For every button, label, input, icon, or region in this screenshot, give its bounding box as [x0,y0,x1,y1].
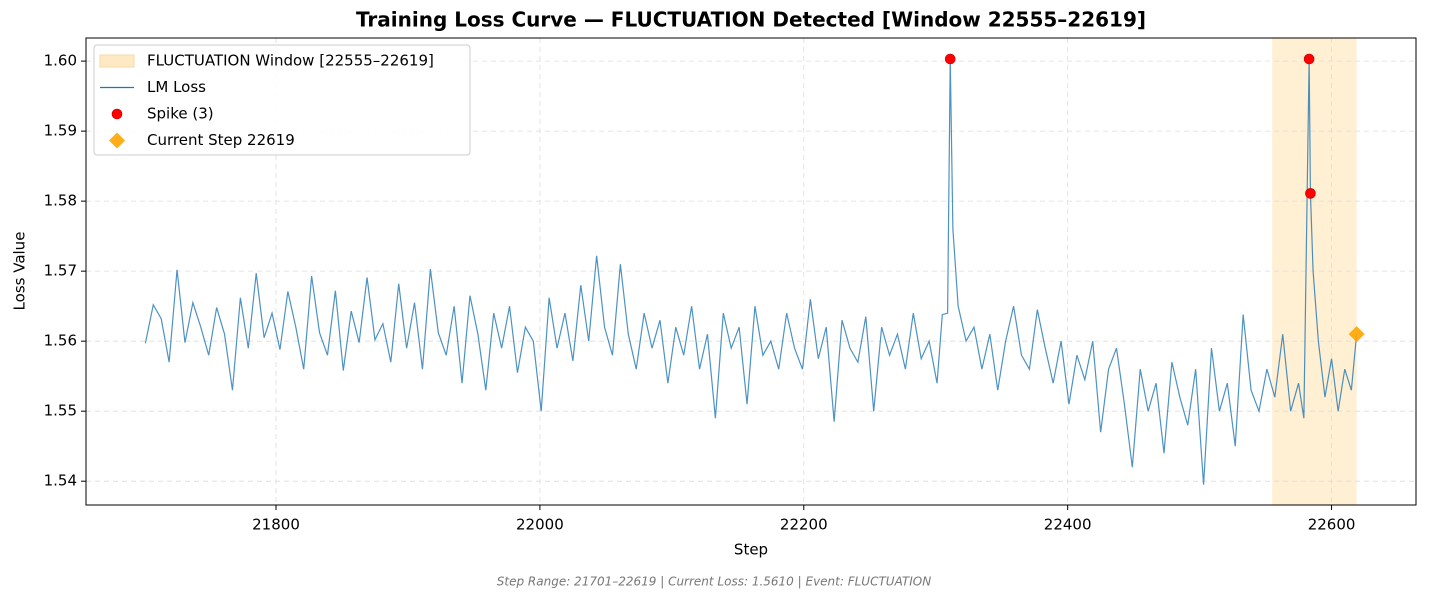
plot-frame [85,37,1417,506]
legend-label: Spike (3) [147,105,214,123]
y-tick-label: 1.54 [44,472,77,490]
chart-title: Training Loss Curve — FLUCTUATION Detect… [356,8,1146,32]
y-axis-label: Loss Value [11,232,29,311]
legend-swatch [99,54,135,68]
footnote: Step Range: 21701–22619 | Current Loss: … [497,575,931,589]
y-tick-label: 1.59 [44,122,77,140]
x-tick-label: 22600 [1308,516,1356,534]
x-tick-label: 22000 [516,516,564,534]
legend-swatch [109,132,125,149]
legend-label: FLUCTUATION Window [22555–22619] [147,52,434,70]
x-axis-label: Step [734,541,768,559]
x-tick-label: 22200 [780,516,828,534]
x-tick-label: 22400 [1044,516,1092,534]
x-tick-label: 21800 [252,516,300,534]
loss-line [144,58,1358,485]
legend-label: Current Step 22619 [147,131,295,149]
y-tick-label: 1.55 [44,402,77,420]
y-tick-label: 1.56 [44,332,77,350]
spike-marker [1305,188,1316,199]
y-tick-label: 1.58 [44,192,77,210]
y-tick-label: 1.57 [44,262,77,280]
spike-marker [1303,53,1315,65]
legend-swatch [111,108,123,120]
current-step-marker [1348,326,1365,343]
y-tick-label: 1.60 [44,52,77,70]
legend-label: LM Loss [147,78,206,96]
spike-marker [944,53,956,65]
legend-box [93,44,471,156]
